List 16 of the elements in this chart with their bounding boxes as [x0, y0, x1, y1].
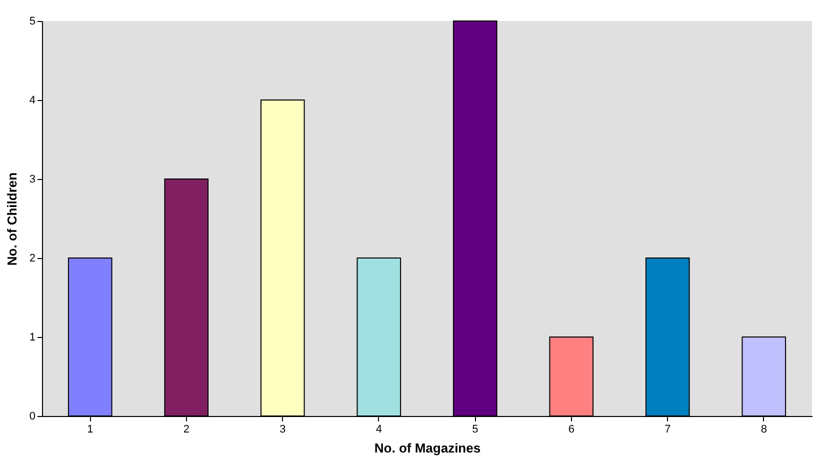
x-tick-label: 6 — [568, 424, 574, 436]
y-tick-label: 0 — [29, 410, 36, 422]
y-tick-label: 1 — [29, 332, 36, 344]
y-tick-label: 3 — [29, 174, 36, 186]
y-tick-label: 2 — [29, 252, 36, 264]
x-tick-label: 7 — [664, 424, 671, 436]
x-tick-label: 1 — [87, 424, 94, 436]
x-tick-label: 8 — [760, 424, 767, 436]
x-tick-label: 3 — [280, 424, 286, 436]
x-tick-label: 4 — [376, 424, 382, 436]
x-tick-label: 5 — [472, 424, 478, 436]
y-tick-label: 4 — [29, 94, 36, 106]
y-axis-title: No. of Children — [4, 172, 20, 266]
x-axis-title: No. of Magazines — [374, 440, 481, 456]
y-tick-label: 5 — [29, 16, 36, 28]
x-tick-label: 2 — [183, 424, 190, 436]
